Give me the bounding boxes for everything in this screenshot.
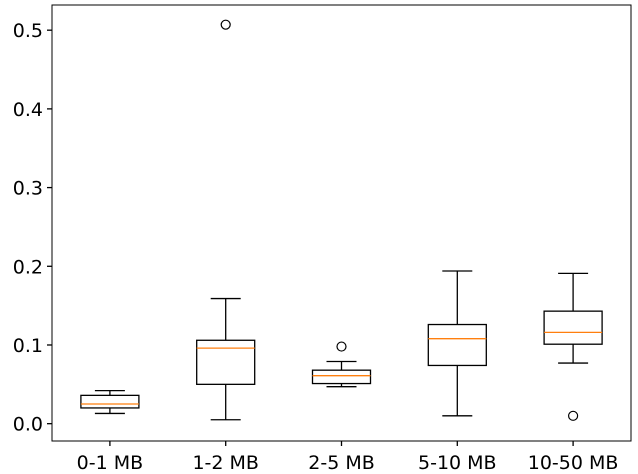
x-tick-label: 10-50 MB [528,452,619,474]
box-iqr [543,310,603,345]
box-iqr [80,394,140,409]
y-tick-label: 0.3 [13,178,43,200]
y-tick-label: 0.4 [13,99,43,121]
y-tick-label: 0.1 [13,335,43,357]
x-tick-label: 5-10 MB [418,452,497,474]
box-iqr [427,323,487,367]
outlier-point [336,341,347,352]
outlier-point [220,19,231,30]
box-iqr [196,339,256,385]
box-iqr [311,369,372,385]
y-tick-label: 0.5 [13,20,43,42]
outlier-point [567,410,579,421]
y-tick-label: 0.2 [13,256,43,278]
x-tick-label: 1-2 MB [192,452,259,474]
plot-layer: 0.0 0.1 0.2 0.3 0.4 0.5 0-1 MB 1-2 MB 2-5 MB 5-10… [13,19,619,474]
x-tick-label: 2-5 MB [308,452,375,474]
plot-frame [51,4,632,442]
y-tick-label: 0.0 [13,414,43,436]
x-tick-label: 0-1 MB [77,452,144,474]
